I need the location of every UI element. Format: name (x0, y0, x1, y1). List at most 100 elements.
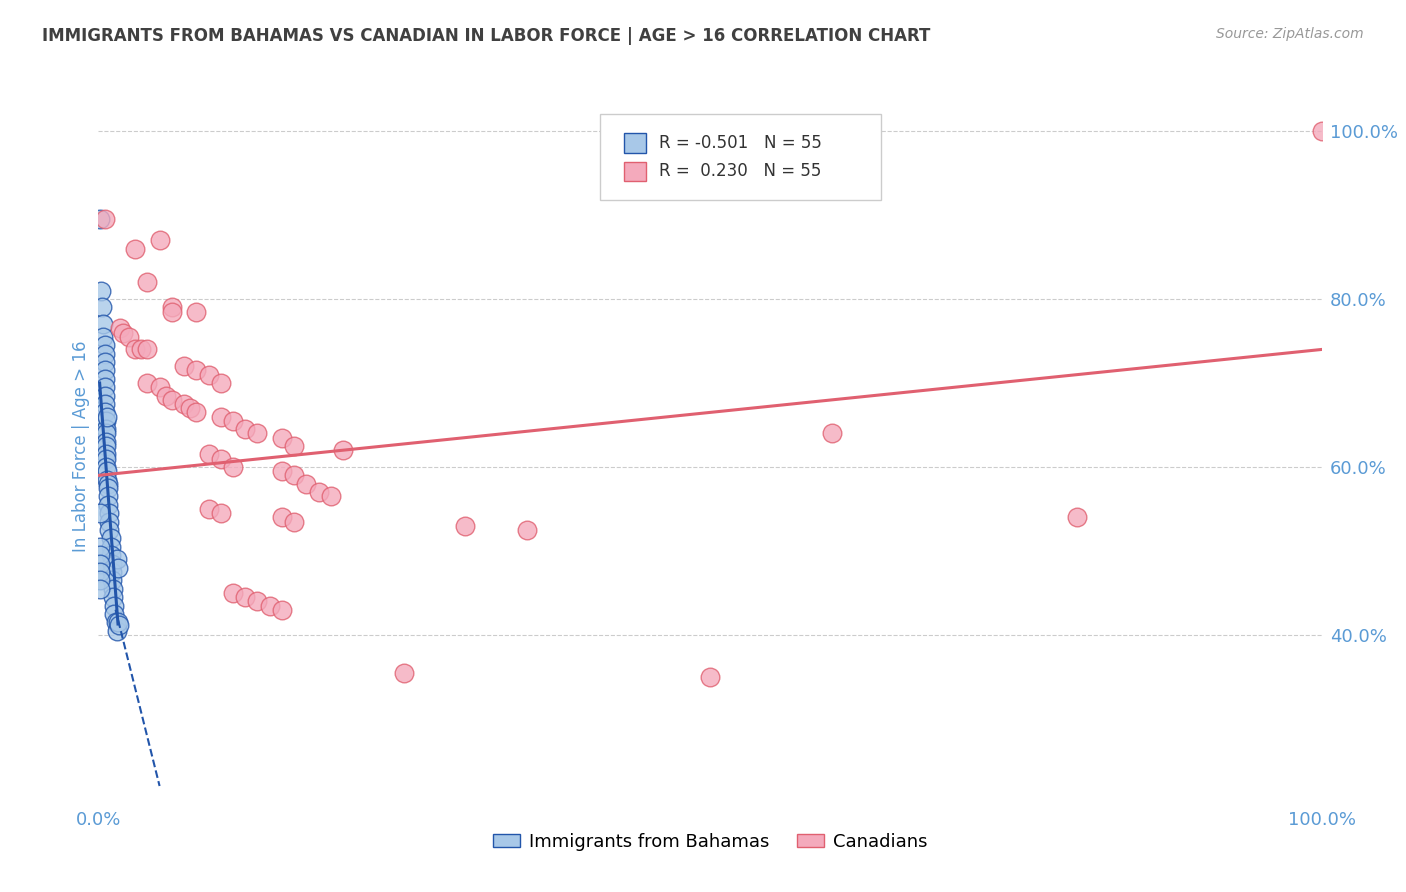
Point (821, 426, 844, 441)
Point (93, 346, 115, 360)
Point (89, 212, 111, 227)
Point (100, 532, 122, 546)
Point (93, 338, 115, 352)
Point (233, 422, 256, 436)
Point (197, 502, 219, 516)
Point (93, 380, 115, 394)
Point (197, 368, 219, 382)
Point (89, 557, 111, 571)
Point (259, 599, 281, 613)
Point (222, 414, 245, 428)
Y-axis label: In Labor Force | Age > 16: In Labor Force | Age > 16 (72, 340, 90, 552)
Point (108, 617, 131, 632)
Point (96, 464, 118, 478)
FancyBboxPatch shape (600, 114, 882, 200)
Point (93, 212, 115, 227)
Point (89, 506, 111, 520)
Point (222, 460, 245, 475)
Point (124, 242, 146, 256)
Point (160, 392, 183, 407)
Point (1310, 124, 1333, 138)
Legend: Immigrants from Bahamas, Canadians: Immigrants from Bahamas, Canadians (485, 826, 935, 858)
Point (295, 476, 318, 491)
Point (209, 409, 232, 424)
Point (93, 397, 115, 411)
Point (89, 540, 111, 554)
Point (96, 409, 118, 424)
Point (233, 590, 256, 604)
Point (110, 321, 132, 335)
Point (222, 586, 245, 600)
Point (107, 615, 129, 630)
Point (98, 515, 121, 529)
Point (94, 447, 117, 461)
Point (136, 343, 159, 357)
Point (179, 401, 201, 416)
Text: R = -0.501   N = 55: R = -0.501 N = 55 (658, 134, 821, 152)
Point (118, 330, 141, 344)
Point (104, 615, 127, 630)
Point (94, 434, 117, 449)
Point (186, 304, 208, 318)
Point (93, 355, 115, 369)
Point (97, 498, 120, 512)
Point (209, 506, 232, 520)
Point (136, 376, 159, 390)
Point (319, 489, 342, 503)
Point (94, 426, 117, 441)
Point (97, 476, 120, 491)
Point (93, 372, 115, 386)
Text: Source: ZipAtlas.com: Source: ZipAtlas.com (1216, 27, 1364, 41)
Point (97, 481, 120, 495)
Point (94, 460, 117, 475)
Point (96, 473, 118, 487)
Point (392, 665, 416, 680)
Point (90, 284, 112, 298)
Point (186, 363, 208, 377)
Point (91, 330, 114, 344)
Point (270, 464, 294, 478)
Point (105, 624, 128, 638)
Point (89, 548, 111, 562)
Point (111, 326, 134, 340)
Point (186, 405, 208, 419)
Point (101, 590, 124, 604)
Point (197, 447, 219, 461)
Point (101, 582, 124, 596)
Point (101, 565, 124, 579)
Point (308, 485, 330, 500)
Text: IMMIGRANTS FROM BAHAMAS VS CANADIAN IN LABOR FORCE | AGE > 16 CORRELATION CHART: IMMIGRANTS FROM BAHAMAS VS CANADIAN IN L… (42, 27, 931, 45)
Point (103, 607, 125, 621)
Point (246, 594, 269, 608)
Point (101, 557, 124, 571)
Point (160, 301, 183, 315)
Point (246, 426, 269, 441)
Point (93, 389, 115, 403)
Point (93, 363, 115, 377)
Point (1066, 510, 1088, 524)
Point (160, 304, 183, 318)
Point (100, 540, 122, 554)
Point (94, 451, 117, 466)
Point (283, 515, 305, 529)
Point (173, 359, 195, 374)
Text: R =  0.230   N = 55: R = 0.230 N = 55 (658, 162, 821, 180)
Point (89, 574, 111, 588)
Point (155, 389, 177, 403)
Point (98, 523, 121, 537)
Point (699, 670, 721, 684)
Bar (624, 162, 647, 181)
Point (149, 233, 172, 247)
Point (283, 468, 305, 483)
Point (124, 343, 146, 357)
Point (209, 376, 232, 390)
Point (98, 506, 121, 520)
Bar (624, 134, 647, 153)
Point (91, 301, 114, 315)
Point (103, 599, 125, 613)
Point (94, 414, 117, 428)
Point (107, 560, 129, 574)
Point (270, 431, 294, 445)
Point (283, 439, 305, 453)
Point (91, 318, 114, 332)
